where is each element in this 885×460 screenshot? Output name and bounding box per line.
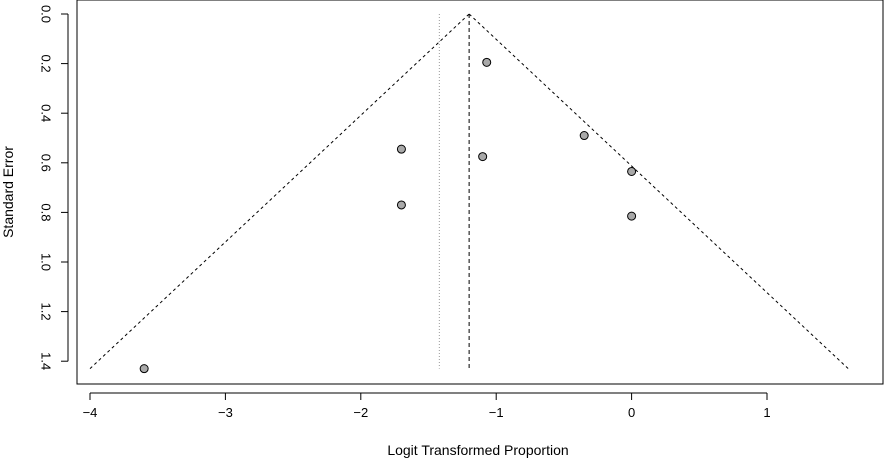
data-point-8 <box>139 364 149 374</box>
x-tick-label: −4 <box>83 405 98 420</box>
x-axis-title: Logit Transformed Proportion <box>387 442 568 458</box>
data-points <box>139 57 637 374</box>
data-point-2 <box>579 131 589 141</box>
x-tick-label: −3 <box>218 405 233 420</box>
y-tick-label: 1.0 <box>39 253 54 271</box>
plot-frame <box>76 0 884 385</box>
y-tick-label: 0.4 <box>39 104 54 122</box>
reference-lines <box>438 14 470 369</box>
data-point-6 <box>396 200 406 210</box>
data-point-5 <box>627 166 637 176</box>
x-tick-label: −2 <box>353 405 368 420</box>
y-tick-label: 0.6 <box>39 154 54 172</box>
x-axis: −4 −3 −2 −1 0 1 <box>83 392 771 420</box>
x-tick-label: 1 <box>763 405 770 420</box>
y-axis-title: Standard Error <box>0 146 16 238</box>
y-tick-label: 0.0 <box>39 5 54 23</box>
funnel-left-line <box>89 13 470 370</box>
data-point-4 <box>478 152 488 162</box>
x-tick-label: 0 <box>628 405 635 420</box>
y-tick-label: 1.2 <box>39 303 54 321</box>
data-point-7 <box>627 211 637 221</box>
funnel-lines <box>89 13 849 370</box>
funnel-right-line <box>468 13 849 370</box>
y-tick-label: 0.8 <box>39 203 54 221</box>
y-tick-label: 0.2 <box>39 55 54 73</box>
x-tick-label: −1 <box>489 405 504 420</box>
data-point-1 <box>482 57 492 67</box>
y-axis: 0.0 0.2 0.4 0.6 0.8 1.0 1.2 1.4 <box>39 5 69 370</box>
y-tick-label: 1.4 <box>39 352 54 370</box>
data-point-3 <box>396 144 406 154</box>
